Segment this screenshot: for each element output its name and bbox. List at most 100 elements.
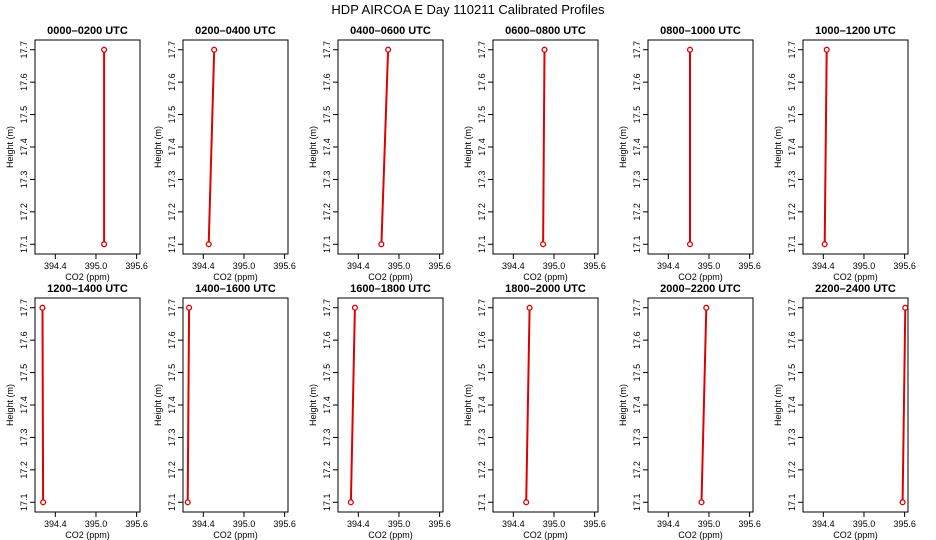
panel-8-point — [184, 499, 191, 506]
panel-2-profile-line — [207, 49, 216, 245]
panel-8-ytick-label: 17.6 — [167, 331, 177, 349]
panel-10-ytick-label: 17.2 — [477, 461, 487, 479]
panel-7-point — [40, 499, 47, 506]
panel-10-xlabel: CO2 (ppm) — [523, 530, 568, 540]
panel-4-ytick-label: 17.4 — [477, 138, 487, 156]
panel-8-ylabel: Height (m) — [153, 384, 163, 426]
panel-11-xlabel: CO2 (ppm) — [678, 530, 723, 540]
panel-12-ytick-label: 17.5 — [787, 364, 797, 382]
panel-9-ytick-label: 17.3 — [322, 429, 332, 447]
panel-6-ytick-label: 17.1 — [787, 236, 797, 254]
panel-1-ytick-label: 17.6 — [19, 73, 29, 91]
figure-title: HDP AIRCOA E Day 110211 Calibrated Profi… — [331, 2, 605, 17]
panel-5-ytick-label: 17.4 — [632, 138, 642, 156]
panel-9-ytick-label: 17.7 — [322, 299, 332, 317]
panel-9-ylabel: Height (m) — [308, 384, 318, 426]
panel-7-ytick-label: 17.5 — [19, 364, 29, 382]
panel-9-xtick-label: 395.6 — [428, 519, 451, 529]
panel-8-ytick-label: 17.4 — [167, 396, 177, 414]
panel-11-xtick-label: 395.0 — [698, 519, 721, 529]
panel-5-point — [686, 241, 694, 248]
panel-9-ytick-label: 17.2 — [322, 461, 332, 479]
panel-4-point — [540, 241, 547, 248]
panel-2-ylabel: Height (m) — [153, 126, 163, 168]
panel-10-ytick-label: 17.4 — [477, 396, 487, 414]
panel-11-ytick-label: 17.1 — [632, 494, 642, 512]
panel-11-ytick-label: 17.6 — [632, 331, 642, 349]
panel-4-ylabel: Height (m) — [463, 126, 473, 168]
panel-8-profile-line — [186, 307, 191, 503]
panel-4-ytick-label: 17.2 — [477, 203, 487, 221]
panel-1-xtick-label: 395.0 — [85, 261, 108, 271]
panel-2-ytick-label: 17.1 — [167, 236, 177, 254]
panel-12-point — [902, 304, 909, 311]
panel-11-xtick-label: 394.4 — [657, 519, 680, 529]
panel-1-ytick-label: 17.5 — [19, 106, 29, 124]
panel-7-ytick-label: 17.1 — [19, 494, 29, 512]
panel-10-title: 1800–2000 UTC — [505, 283, 586, 295]
panel-4-frame — [492, 39, 599, 255]
panel-11-ylabel: Height (m) — [618, 384, 628, 426]
panel-10-ytick-label: 17.7 — [477, 299, 487, 317]
panel-12-ytick-label: 17.3 — [787, 429, 797, 447]
panel-3-ytick-label: 17.1 — [322, 236, 332, 254]
panel-12-xtick-label: 395.6 — [893, 519, 916, 529]
panel-10-ytick-label: 17.3 — [477, 429, 487, 447]
panel-9-ytick-label: 17.1 — [322, 494, 332, 512]
panel-3-xtick-label: 394.4 — [347, 261, 370, 271]
panel-11-ytick-label: 17.7 — [632, 299, 642, 317]
panel-4-ytick-label: 17.6 — [477, 73, 487, 91]
panel-8-xtick-label: 394.4 — [192, 519, 215, 529]
panel-6-xtick-label: 395.6 — [893, 261, 916, 271]
panel-10-point — [523, 499, 530, 506]
panel-2-point — [211, 46, 218, 53]
panel-7-point — [39, 304, 46, 311]
panel-5-xlabel: CO2 (ppm) — [678, 272, 723, 282]
panel-8-ytick-label: 17.2 — [167, 461, 177, 479]
panel-5-ytick-label: 17.7 — [632, 41, 642, 59]
panel-4-profile-line — [542, 49, 546, 245]
panel-1-xtick-label: 395.6 — [125, 261, 148, 271]
panel-5-xtick-label: 395.0 — [698, 261, 721, 271]
panel-4-xtick-label: 395.6 — [583, 261, 606, 271]
panel-3-title: 0400–0600 UTC — [350, 25, 431, 37]
panel-2-ytick-label: 17.2 — [167, 203, 177, 221]
panel-7-ylabel: Height (m) — [5, 384, 15, 426]
panel-7-ytick-label: 17.2 — [19, 461, 29, 479]
panel-4-ytick-label: 17.5 — [477, 106, 487, 124]
panel-4-ytick-label: 17.7 — [477, 41, 487, 59]
panel-9-ytick-label: 17.5 — [322, 364, 332, 382]
panel-12-ytick-label: 17.6 — [787, 331, 797, 349]
panel-2-xtick-label: 395.0 — [233, 261, 256, 271]
panel-6-profile-line — [823, 49, 828, 245]
panel-1-ytick-label: 17.7 — [19, 41, 29, 59]
panel-3-ytick-label: 17.3 — [322, 171, 332, 189]
panel-8-xtick-label: 395.6 — [273, 519, 296, 529]
panel-5-ytick-label: 17.2 — [632, 203, 642, 221]
panel-9-profile-line — [349, 307, 356, 503]
panel-11-ytick-label: 17.5 — [632, 364, 642, 382]
panel-11-point — [698, 499, 705, 506]
panel-10-frame — [492, 297, 599, 513]
panel-11-ytick-label: 17.2 — [632, 461, 642, 479]
panel-3-xtick-label: 395.0 — [388, 261, 411, 271]
panel-1-point — [101, 46, 108, 53]
panel-8-title: 1400–1600 UTC — [195, 283, 276, 295]
panel-6-ylabel: Height (m) — [773, 126, 783, 168]
panel-5-ytick-label: 17.3 — [632, 171, 642, 189]
panel-12-profile-line — [901, 307, 907, 503]
panel-2-xtick-label: 394.4 — [192, 261, 215, 271]
panel-9-point — [351, 304, 358, 311]
panel-6-xtick-label: 394.4 — [812, 261, 835, 271]
panel-11-point — [703, 304, 710, 311]
panel-1-ylabel: Height (m) — [5, 126, 15, 168]
panel-7-ytick-label: 17.4 — [19, 396, 29, 414]
panel-8-xlabel: CO2 (ppm) — [213, 530, 258, 540]
panel-11-xtick-label: 395.6 — [738, 519, 761, 529]
panel-9-ytick-label: 17.6 — [322, 331, 332, 349]
panel-10-ytick-label: 17.5 — [477, 364, 487, 382]
panel-3-ytick-label: 17.4 — [322, 138, 332, 156]
panel-1-xlabel: CO2 (ppm) — [65, 272, 110, 282]
panel-3-xlabel: CO2 (ppm) — [368, 272, 413, 282]
panel-4-ytick-label: 17.1 — [477, 236, 487, 254]
